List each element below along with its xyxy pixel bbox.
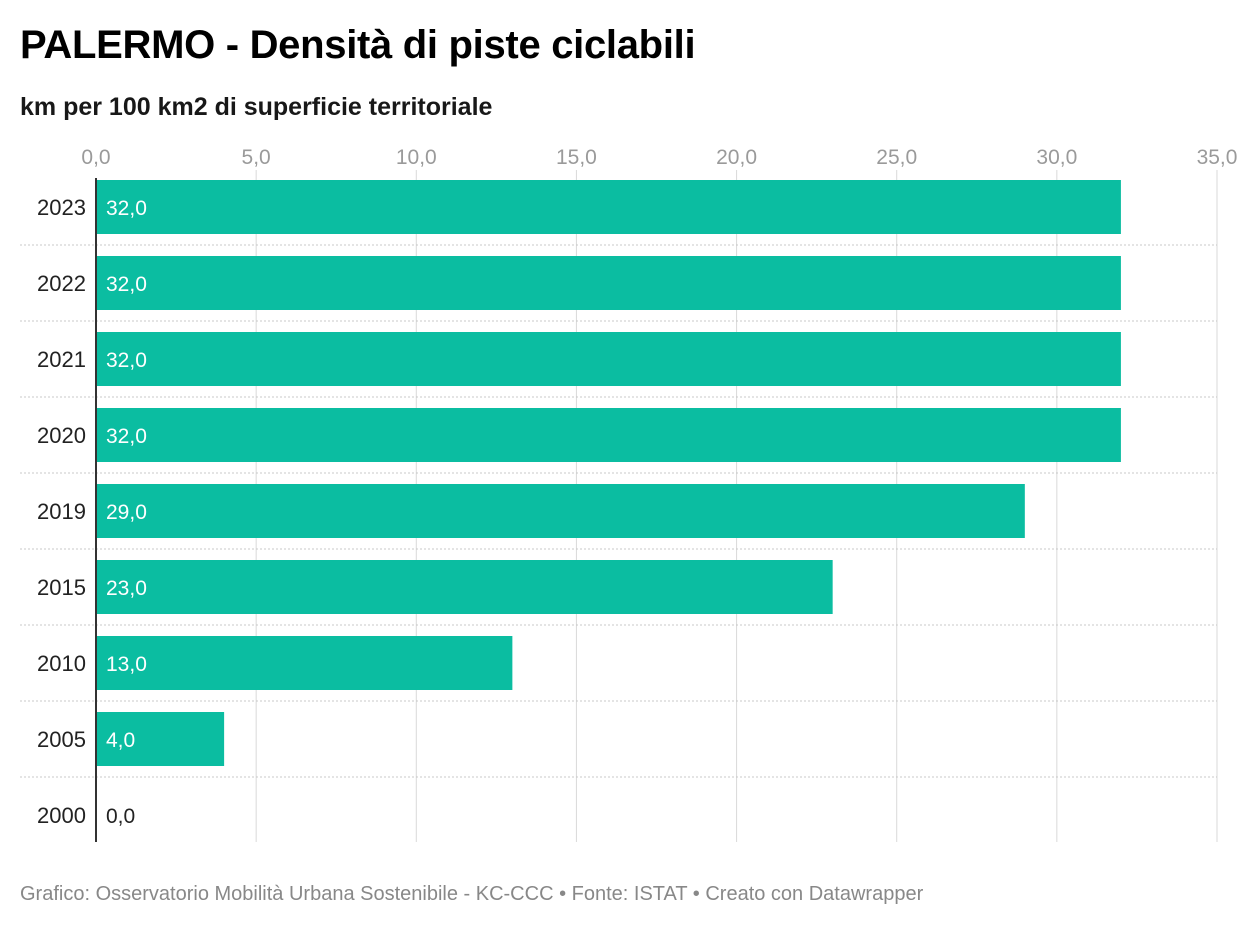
- category-label-2010: 2010: [37, 651, 86, 676]
- category-label-2019: 2019: [37, 499, 86, 524]
- x-tick-label-5: 25,0: [876, 146, 917, 169]
- value-label-2020: 32,0: [106, 425, 147, 448]
- x-tick-label-0: 0,0: [81, 146, 110, 169]
- bar-2020: [96, 408, 1121, 462]
- bar-2010: [96, 636, 513, 690]
- category-label-2021: 2021: [37, 347, 86, 372]
- x-tick-label-7: 35,0: [1197, 146, 1238, 169]
- category-label-2000: 2000: [37, 803, 86, 828]
- x-tick-label-3: 15,0: [556, 146, 597, 169]
- category-label-2020: 2020: [37, 423, 86, 448]
- category-label-2005: 2005: [37, 727, 86, 752]
- bar-2023: [96, 180, 1121, 234]
- bar-2022: [96, 256, 1121, 310]
- chart-subtitle: km per 100 km2 di superficie territorial…: [20, 93, 493, 121]
- x-tick-label-4: 20,0: [716, 146, 757, 169]
- value-label-2010: 13,0: [106, 653, 147, 676]
- x-tick-label-6: 30,0: [1036, 146, 1077, 169]
- value-label-2000: 0,0: [106, 805, 135, 828]
- bar-2019: [96, 484, 1025, 538]
- bar-2015: [96, 560, 833, 614]
- category-label-2015: 2015: [37, 575, 86, 600]
- category-label-2022: 2022: [37, 271, 86, 296]
- bar-2005: [96, 712, 225, 766]
- value-label-2021: 32,0: [106, 349, 147, 372]
- value-label-2023: 32,0: [106, 197, 147, 220]
- value-label-2022: 32,0: [106, 273, 147, 296]
- value-label-2015: 23,0: [106, 577, 147, 600]
- value-label-2005: 4,0: [106, 729, 135, 752]
- category-label-2023: 2023: [37, 195, 86, 220]
- chart-title: PALERMO - Densità di piste ciclabili: [20, 23, 696, 67]
- x-tick-label-2: 10,0: [396, 146, 437, 169]
- chart-footer: Grafico: Osservatorio Mobilità Urbana So…: [20, 883, 924, 905]
- value-label-2019: 29,0: [106, 501, 147, 524]
- x-tick-label-1: 5,0: [242, 146, 271, 169]
- bar-2021: [96, 332, 1121, 386]
